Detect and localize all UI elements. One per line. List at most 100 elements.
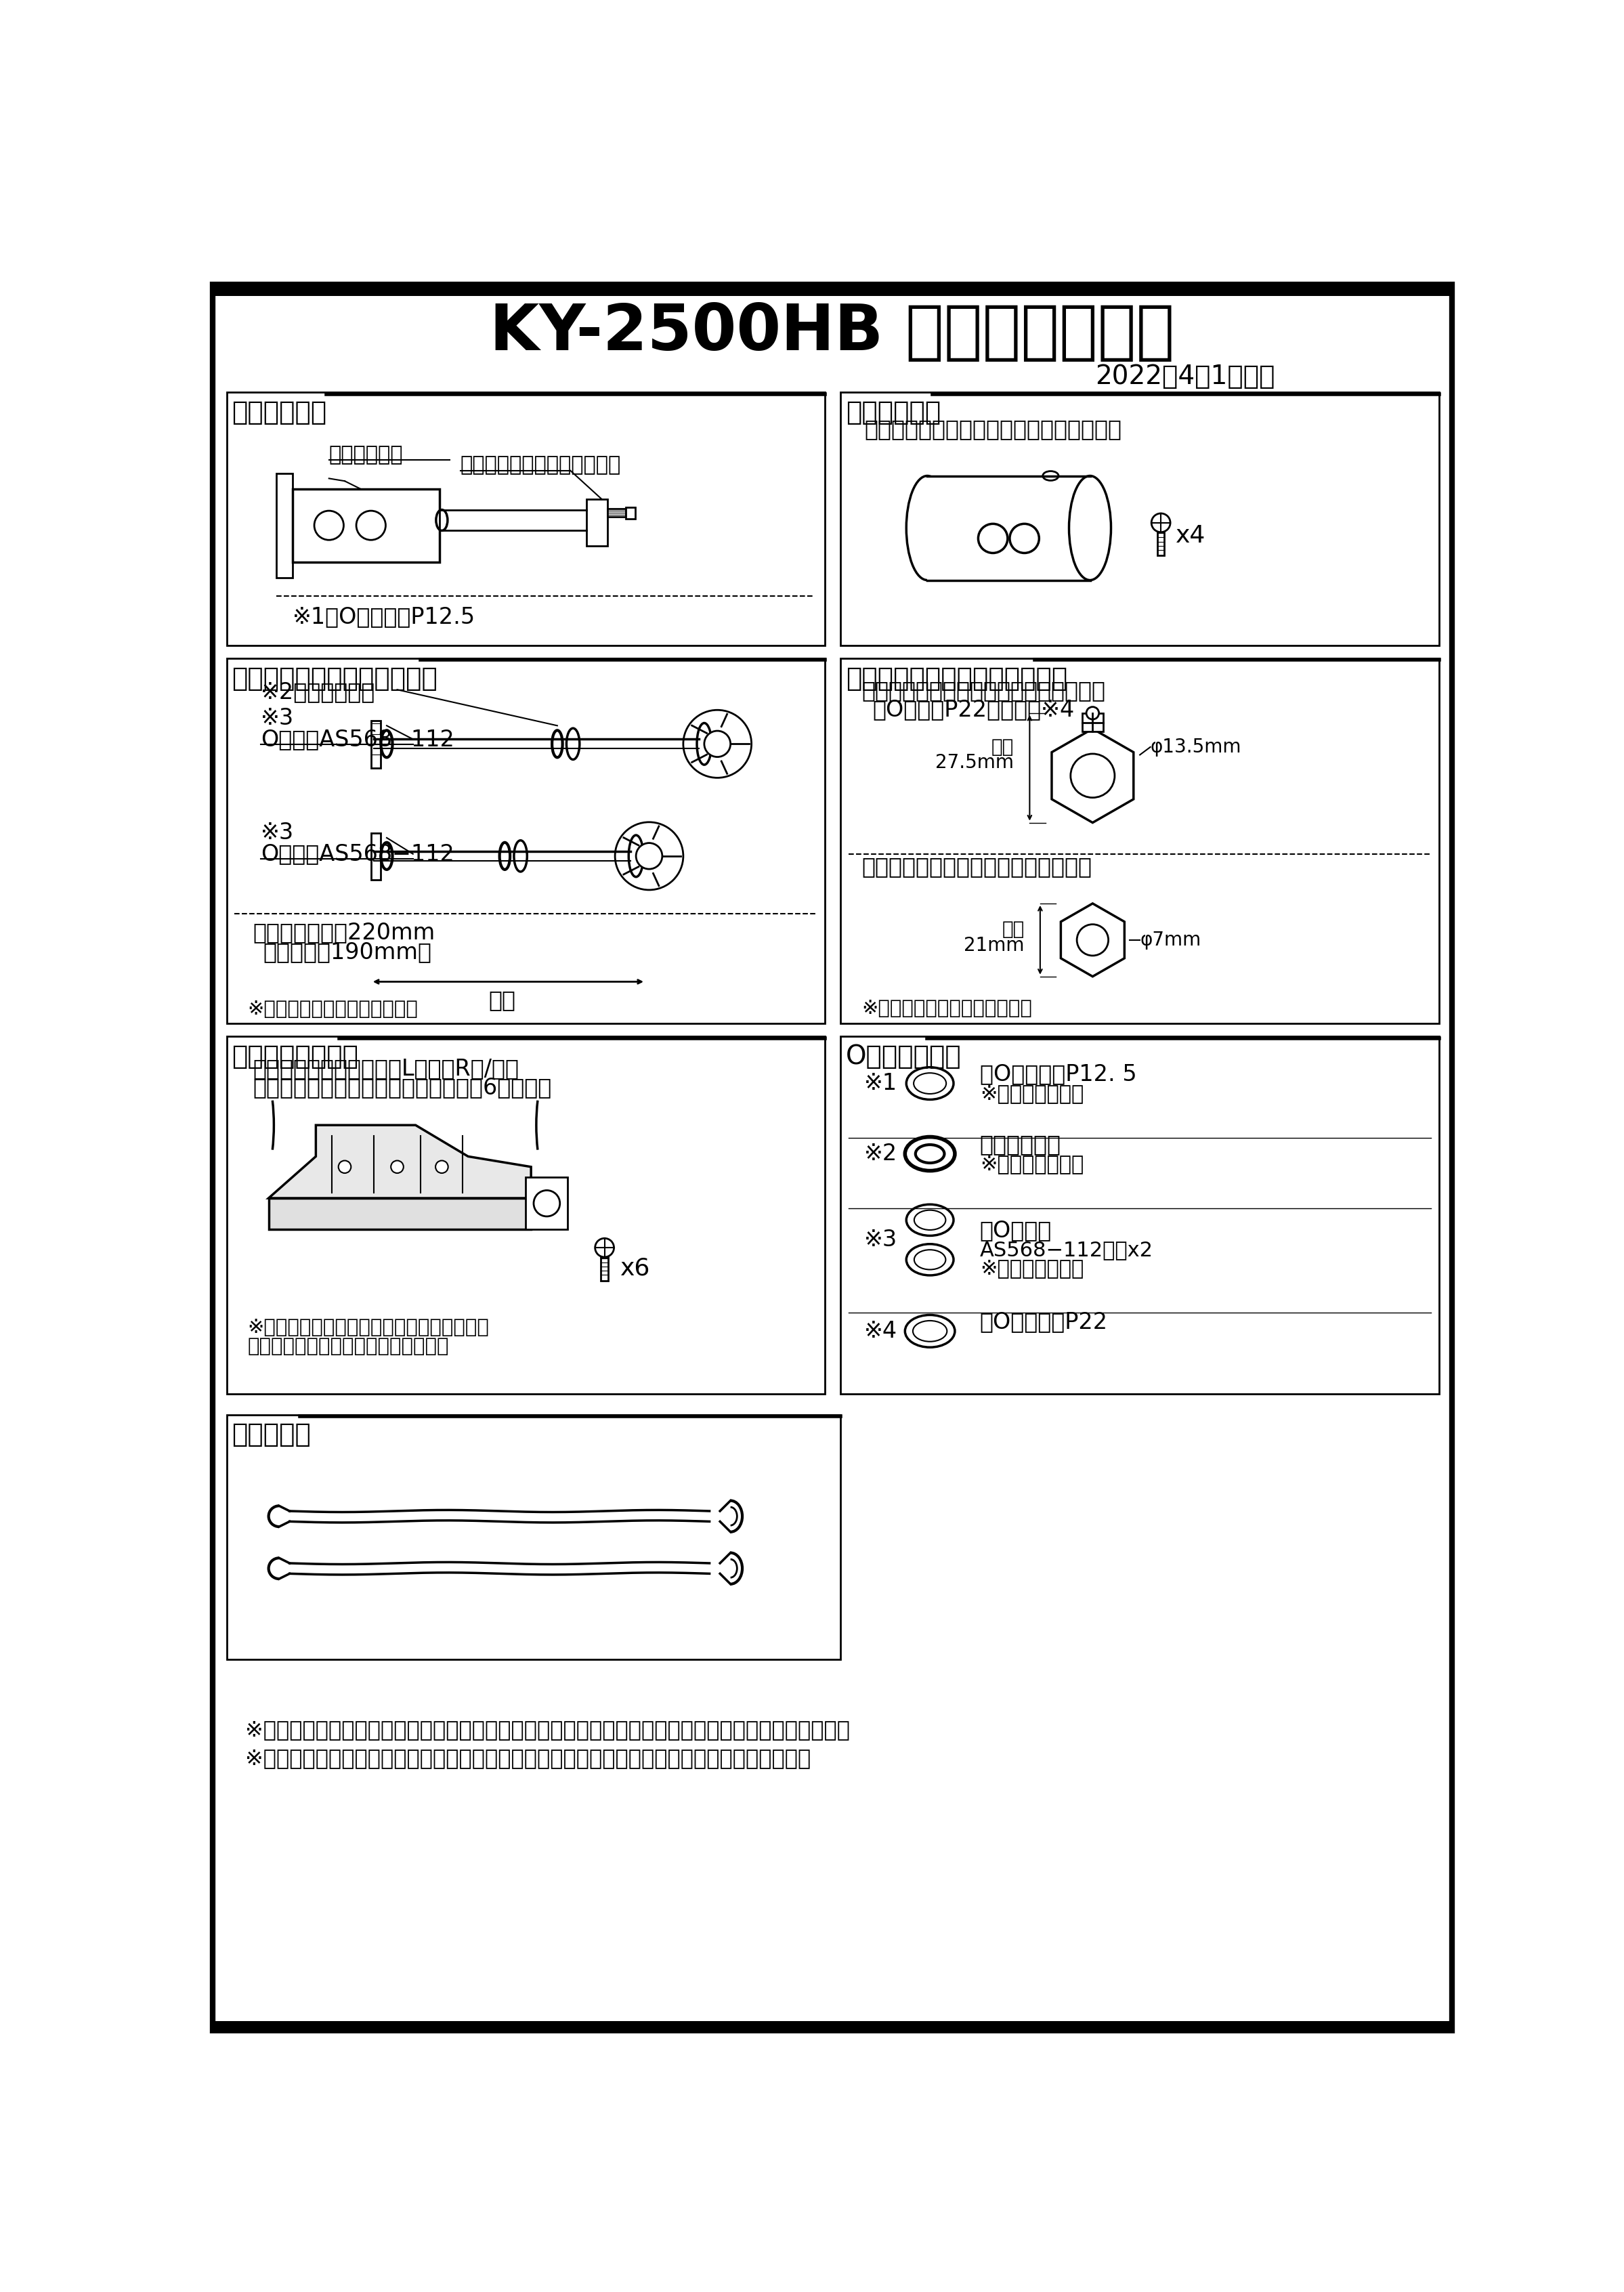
Bar: [213, 2022, 1452, 2031]
Bar: [607, 509, 625, 516]
Text: ※1　Oリング　P12.5: ※1 Oリング P12.5: [292, 605, 476, 628]
Ellipse shape: [914, 1073, 947, 1093]
Ellipse shape: [906, 1245, 953, 1274]
Bar: [601, 1256, 607, 1281]
Text: ※4: ※4: [864, 1320, 898, 1343]
Text: 樹脂・黒）は含まれておりません。: 樹脂・黒）は含まれておりません。: [247, 1336, 450, 1357]
Text: 全長：新・・・220mm: 全長：新・・・220mm: [253, 921, 435, 944]
Circle shape: [1010, 525, 1039, 552]
Circle shape: [356, 511, 385, 541]
Text: ※ワセリン塗布済: ※ワセリン塗布済: [979, 1084, 1083, 1105]
Text: バーナー一式: バーナー一式: [232, 399, 326, 426]
Ellipse shape: [1069, 477, 1111, 580]
Polygon shape: [1060, 903, 1124, 976]
Circle shape: [315, 511, 344, 541]
Text: ※3: ※3: [261, 823, 294, 843]
Text: ※この一覧に記載のない部品は出荷しておりません。（記載のない部品は修理扱いになります）: ※この一覧に記載のない部品は出荷しておりません。（記載のない部品は修理扱いになり…: [245, 1749, 810, 1769]
Text: AS568−112　　x2: AS568−112 x2: [979, 1240, 1153, 1261]
Bar: [292, 488, 438, 562]
Text: バーナー外管: バーナー外管: [330, 445, 403, 465]
Text: ※1: ※1: [864, 1073, 898, 1096]
Polygon shape: [1052, 729, 1134, 823]
Text: 27.5mm: 27.5mm: [935, 754, 1013, 772]
Text: ・十字穴付ナベタップタイトネジ　6ケ付　）: ・十字穴付ナベタップタイトネジ 6ケ付 ）: [253, 1077, 552, 1098]
Ellipse shape: [628, 834, 643, 878]
Bar: [625, 507, 635, 518]
Text: 十字穴付トラスタッピンネジ: 十字穴付トラスタッピンネジ: [460, 456, 620, 474]
Ellipse shape: [906, 477, 948, 580]
Text: ・Oリング: ・Oリング: [979, 1219, 1052, 1242]
Polygon shape: [268, 1125, 531, 1199]
Circle shape: [534, 1190, 560, 1217]
Ellipse shape: [914, 1210, 945, 1231]
Text: ・Oリング　P12. 5: ・Oリング P12. 5: [979, 1063, 1137, 1084]
Ellipse shape: [1043, 472, 1059, 481]
Text: OリングAS568−112: OリングAS568−112: [261, 843, 455, 864]
Text: 旧：給油キャップ（安全弁機能なし）: 旧：給油キャップ（安全弁機能なし）: [862, 855, 1091, 878]
Bar: [370, 832, 380, 880]
Bar: [841, 1036, 1439, 1394]
Circle shape: [705, 731, 731, 756]
Text: 21mm: 21mm: [963, 935, 1025, 956]
Ellipse shape: [906, 1068, 953, 1100]
Circle shape: [1086, 706, 1099, 720]
Text: x6: x6: [620, 1256, 650, 1279]
Text: （・ボンベ樹脂カバー（L）・（R）/青色: （・ボンベ樹脂カバー（L）・（R）/青色: [253, 1057, 520, 1080]
Ellipse shape: [382, 843, 393, 869]
Ellipse shape: [914, 1249, 945, 1270]
Text: ※ロックナット（容器（ボンベ）取付部分、: ※ロックナット（容器（ボンベ）取付部分、: [247, 1318, 489, 1336]
Text: ポンプ軸一式（新・旧あり）: ポンプ軸一式（新・旧あり）: [232, 665, 437, 692]
Ellipse shape: [382, 731, 393, 756]
Text: 全長: 全長: [991, 738, 1013, 756]
Text: ・平パッキン: ・平パッキン: [979, 1132, 1060, 1155]
Ellipse shape: [500, 843, 510, 869]
Text: ※3: ※3: [261, 708, 294, 729]
Text: バーナー外管: バーナー外管: [846, 399, 940, 426]
Bar: [586, 500, 607, 545]
Circle shape: [637, 843, 663, 869]
Circle shape: [435, 1160, 448, 1174]
Circle shape: [338, 1160, 351, 1174]
Text: ※旧型は対応終了となります。: ※旧型は対応終了となります。: [862, 999, 1033, 1018]
Circle shape: [1151, 513, 1171, 532]
Circle shape: [594, 1238, 614, 1256]
Ellipse shape: [905, 1137, 955, 1171]
Ellipse shape: [567, 729, 580, 759]
Text: （OリングP22組込）　※4: （OリングP22組込） ※4: [872, 699, 1073, 720]
Text: ・Oリング　P22: ・Oリング P22: [979, 1311, 1108, 1334]
Text: x4: x4: [1176, 525, 1205, 548]
Text: 新：安全弁セット（給油キャップ兼用）: 新：安全弁セット（給油キャップ兼用）: [862, 678, 1106, 701]
Bar: [227, 1036, 825, 1394]
Bar: [370, 722, 380, 768]
Ellipse shape: [916, 1144, 945, 1162]
Text: ※3: ※3: [864, 1229, 898, 1251]
Text: 全長: 全長: [489, 988, 516, 1011]
Text: φ13.5mm: φ13.5mm: [1150, 738, 1241, 756]
Text: （十字穴付トラスタッピンネジ　４ケ付）: （十字穴付トラスタッピンネジ ４ケ付）: [864, 417, 1122, 440]
Bar: [227, 658, 825, 1025]
Bar: [927, 477, 1090, 580]
Text: ※2　平パッキン: ※2 平パッキン: [261, 681, 375, 704]
Text: ボンベ樹脂カバー: ボンベ樹脂カバー: [232, 1043, 359, 1070]
Ellipse shape: [435, 509, 448, 529]
Text: 吊りベルト: 吊りベルト: [232, 1421, 312, 1449]
Text: ※ワセリン塗布済: ※ワセリン塗布済: [979, 1155, 1083, 1174]
Text: φ7mm: φ7mm: [1140, 931, 1202, 949]
Circle shape: [1070, 754, 1114, 798]
Ellipse shape: [513, 841, 528, 871]
Bar: [841, 658, 1439, 1025]
Text: ※旧型は対応終了となります。: ※旧型は対応終了となります。: [247, 999, 419, 1020]
Circle shape: [1077, 924, 1108, 956]
Bar: [227, 1414, 841, 1659]
Bar: [227, 392, 825, 646]
Bar: [268, 1199, 531, 1229]
Circle shape: [978, 525, 1007, 552]
Text: OリングAS568−112: OリングAS568−112: [261, 729, 455, 749]
Text: 給油キャップ部（新・旧あり）: 給油キャップ部（新・旧あり）: [846, 665, 1067, 692]
Text: ※部品のご購入は、製品をお買い上げいただきました販売店、または代理店へお問い合わせください。: ※部品のご購入は、製品をお買い上げいただきました販売店、または代理店へお問い合わ…: [245, 1719, 849, 1740]
Text: ※ワセリン塗布済: ※ワセリン塗布済: [979, 1258, 1083, 1279]
Text: Oリングセット: Oリングセット: [846, 1043, 961, 1070]
Circle shape: [391, 1160, 403, 1174]
Bar: [276, 472, 292, 578]
Text: ※2: ※2: [864, 1144, 898, 1164]
